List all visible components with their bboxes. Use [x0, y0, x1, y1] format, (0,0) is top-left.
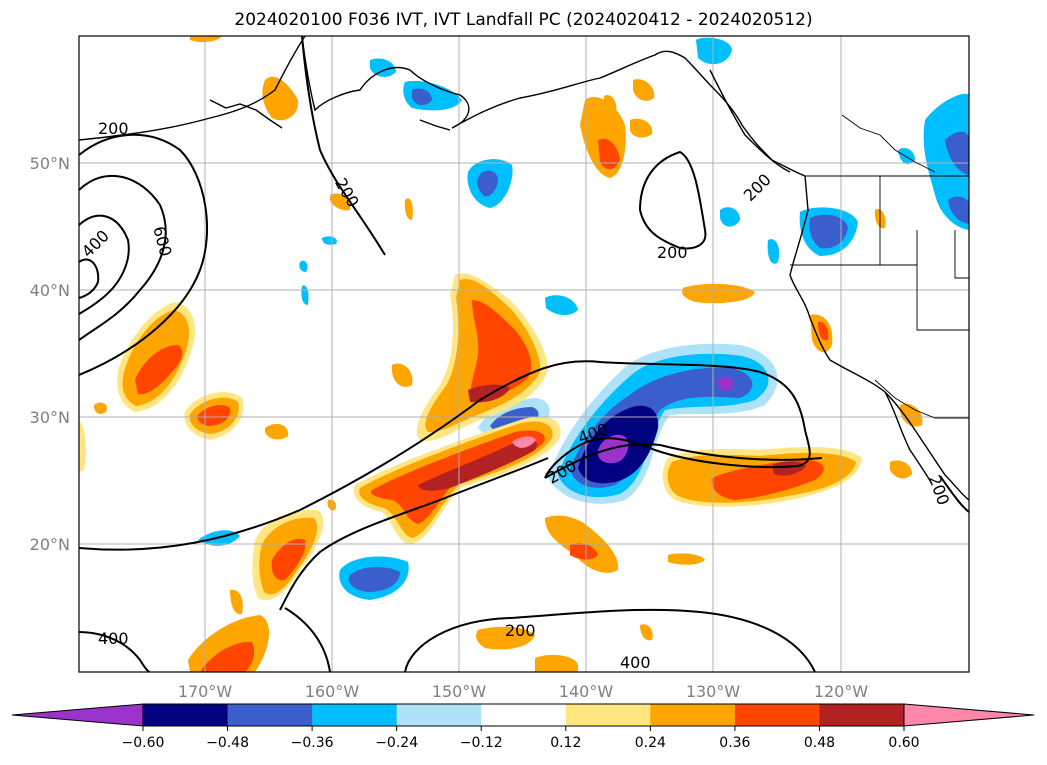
- ivt-contour-label: 200: [505, 621, 536, 640]
- lon-tick-label: 120°W: [814, 682, 869, 701]
- positive-region: [535, 654, 578, 672]
- colorbar-border: [142, 703, 905, 727]
- positive-region: [190, 36, 222, 43]
- positive-region: [200, 641, 255, 672]
- positive-region: [630, 118, 653, 138]
- positive-region: [512, 436, 536, 448]
- ivt-contour-label: 200: [98, 119, 129, 138]
- colorbar-tick-label: −0.48: [206, 735, 249, 751]
- positive-region: [271, 538, 306, 581]
- negative-region: [322, 236, 337, 245]
- graticule: [79, 36, 969, 672]
- positive-region: [668, 553, 705, 565]
- ivt-contour-label: 400: [98, 629, 129, 648]
- colorbar: −0.60 −0.48 −0.36 −0.24 −0.12 0.12 0.24 0.36 0.4…: [11, 703, 1035, 751]
- lon-tick-label: 130°W: [686, 682, 741, 701]
- negative-region: [767, 239, 780, 264]
- positive-region: [230, 589, 243, 615]
- ivt-contour-label: 400: [620, 653, 651, 672]
- ivt-contour-label: 200: [657, 243, 688, 262]
- lat-tick-label: 20°N: [30, 535, 70, 554]
- positive-region: [890, 460, 912, 479]
- positive-region: [265, 423, 289, 440]
- positive-region: [94, 402, 107, 414]
- negative-region: [370, 58, 396, 77]
- colorbar-cell: [143, 704, 229, 726]
- negative-region: [720, 207, 740, 227]
- negative-region: [923, 93, 969, 230]
- negative-region: [809, 214, 848, 249]
- positive-region: [404, 198, 413, 220]
- negative-region: [348, 566, 400, 592]
- colorbar-cell: [312, 704, 398, 726]
- positive-region: [418, 438, 537, 491]
- positive-region: [900, 403, 923, 427]
- positive-region: [604, 94, 617, 114]
- colorbar-cell: [819, 704, 905, 726]
- positive-region: [262, 76, 299, 121]
- political-borders: [790, 114, 969, 419]
- negative-region: [948, 196, 969, 224]
- chart-title: 2024020100 F036 IVT, IVT Landfall PC (20…: [234, 10, 813, 30]
- positive-region: [197, 405, 231, 426]
- positive-region: [79, 420, 86, 472]
- lat-tick-label: 40°N: [30, 281, 70, 300]
- longitude-labels: 170°W 160°W 150°W 140°W 130°W 120°W: [178, 682, 869, 701]
- colorbar-tick-label: −0.12: [460, 735, 503, 751]
- ivt-contours: [79, 36, 969, 672]
- colorbar-cell: [227, 704, 313, 726]
- positive-region: [135, 345, 183, 395]
- negative-region: [716, 376, 735, 391]
- negative-region: [412, 88, 432, 106]
- positive-region: [682, 283, 755, 304]
- colorbar-tick-label: 0.12: [550, 735, 581, 751]
- positive-region: [330, 193, 351, 211]
- negative-region: [898, 148, 915, 165]
- lat-tick-label: 50°N: [30, 154, 70, 173]
- negative-region: [696, 37, 732, 65]
- negative-region: [545, 295, 578, 316]
- colorbar-tick-label: 0.60: [888, 735, 919, 751]
- lon-tick-label: 170°W: [178, 682, 233, 701]
- lat-tick-label: 30°N: [30, 408, 70, 427]
- lon-tick-label: 160°W: [305, 682, 360, 701]
- colorbar-tick-label: 0.48: [804, 735, 835, 751]
- positive-region: [570, 543, 598, 560]
- colorbar-tick-label: 0.24: [635, 735, 666, 751]
- colorbar-tick-label: 0.36: [719, 735, 750, 751]
- map-frame: [78, 35, 970, 673]
- pc-shading: [79, 36, 969, 672]
- colorbar-cell: [565, 704, 651, 726]
- colorbar-cell: [396, 704, 482, 726]
- negative-region: [945, 131, 969, 175]
- positive-region: [598, 138, 620, 170]
- positive-region: [392, 363, 413, 387]
- colorbar-cell: [650, 704, 736, 726]
- colorbar-extend-low: [11, 703, 144, 727]
- colorbar-extend-high: [903, 703, 1035, 727]
- colorbar-cell: [734, 704, 820, 726]
- negative-region: [477, 170, 498, 197]
- coastlines: [79, 36, 969, 501]
- colorbar-tick-label: −0.36: [291, 735, 334, 751]
- lon-tick-label: 140°W: [559, 682, 614, 701]
- latitude-labels: 50°N 40°N 30°N 20°N: [30, 154, 70, 554]
- positive-region: [640, 624, 653, 641]
- colorbar-cell: [481, 704, 567, 726]
- colorbar-tick-label: −0.24: [375, 735, 418, 751]
- negative-region: [299, 260, 308, 272]
- colorbar-tick-label: −0.60: [122, 735, 165, 751]
- positive-region: [772, 461, 806, 476]
- positive-region: [633, 79, 655, 101]
- positive-region: [470, 300, 532, 402]
- lon-tick-label: 150°W: [432, 682, 487, 701]
- positive-region: [476, 626, 535, 650]
- positive-region: [818, 321, 829, 341]
